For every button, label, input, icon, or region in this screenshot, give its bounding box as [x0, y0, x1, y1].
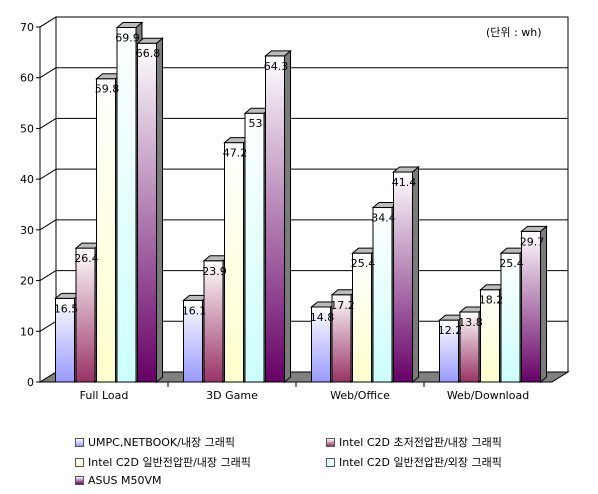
- bar-top: [264, 50, 292, 57]
- x-category-label: Full Load: [80, 389, 129, 402]
- data-label: 16.1: [182, 304, 207, 317]
- bars: [54, 21, 548, 384]
- data-label: 64.3: [264, 60, 289, 73]
- data-label: 41.4: [392, 176, 417, 189]
- bar-front: [137, 42, 157, 383]
- bar-front: [500, 252, 521, 383]
- bar-front: [244, 112, 265, 383]
- bar-side: [540, 225, 547, 384]
- data-label: 69.9: [115, 32, 140, 45]
- data-label: 17.2: [330, 299, 355, 312]
- data-label: 16.5: [54, 302, 79, 315]
- bar-front: [372, 207, 393, 383]
- legend-swatch-3: [75, 457, 84, 467]
- data-label: 53: [249, 117, 263, 130]
- gridline-side: [39, 320, 57, 332]
- y-tick-label: 20: [20, 275, 34, 288]
- bar-side: [156, 37, 163, 384]
- legend-label-1: UMPC,NETBOOK/내장 그래픽: [88, 436, 235, 449]
- bar-front: [393, 171, 413, 383]
- data-label: 14.8: [310, 311, 335, 324]
- data-label: 25.4: [499, 257, 524, 270]
- bar-side: [284, 49, 291, 384]
- data-label: 23.9: [202, 265, 227, 278]
- legend-label-4: Intel C2D 일반전압판/외장 그래픽: [339, 456, 502, 469]
- data-label: 47.2: [223, 147, 248, 160]
- gridline-side: [39, 219, 57, 231]
- data-label: 18.2: [479, 294, 504, 307]
- y-tick-label: 0: [27, 376, 34, 389]
- gridline-side: [39, 16, 57, 28]
- legend-label-5: ASUS M50VM: [88, 474, 162, 487]
- plot-side-wall: [39, 16, 57, 383]
- y-tick-label: 50: [20, 122, 34, 135]
- bar: [520, 225, 548, 384]
- legend-swatch-5: [75, 476, 84, 485]
- data-label: 26.4: [74, 252, 99, 265]
- legend-item-2: Intel C2D 초저전압판/내장 그래픽: [326, 434, 502, 450]
- bar-front: [116, 27, 137, 383]
- legend-item-4: Intel C2D 일반전압판/외장 그래픽: [326, 454, 502, 470]
- bar-front: [224, 142, 244, 383]
- axes: 0 10 20 30 40 50 60 70 Full Load 3D Game Web/Offic…: [20, 21, 552, 402]
- legend-label-3: Intel C2D 일반전압판/내장 그래픽: [88, 456, 251, 469]
- y-tick-label: 40: [20, 173, 34, 186]
- x-category-label: Web/Download: [447, 389, 529, 402]
- legend-swatch-4: [326, 457, 335, 467]
- data-label: 34.4: [371, 212, 396, 225]
- bar-front: [265, 55, 285, 383]
- gridline-side: [39, 67, 57, 79]
- y-tick-label: 70: [20, 21, 34, 34]
- bar-top: [392, 166, 420, 173]
- bar-front: [521, 230, 541, 383]
- x-category-label: Web/Office: [330, 389, 390, 402]
- legend-swatch-2: [326, 437, 335, 447]
- gridline-side: [39, 168, 57, 180]
- data-labels: 16.5 26.4 59.8 69.9 66.8 16.1 23.9 47.2 53 64.3 14…: [54, 32, 545, 338]
- bar-side: [412, 165, 419, 384]
- data-label: 13.8: [458, 316, 483, 329]
- y-tick-label: 60: [20, 72, 34, 85]
- data-label: 29.7: [520, 235, 545, 248]
- data-label: 59.8: [95, 83, 120, 96]
- legend-item-1: UMPC,NETBOOK/내장 그래픽: [75, 434, 235, 450]
- gridline-side: [39, 270, 57, 281]
- bar: [264, 49, 292, 384]
- bar: [392, 165, 420, 384]
- bar-front: [352, 252, 372, 383]
- y-tick-label: 10: [20, 325, 34, 338]
- data-label: 25.4: [351, 257, 376, 270]
- legend-item-5: ASUS M50VM: [75, 474, 162, 487]
- bar-front: [75, 247, 96, 383]
- bar: [136, 37, 164, 384]
- legend-label-2: Intel C2D 초저전압판/내장 그래픽: [339, 436, 502, 449]
- unit-note: (단위 : wh): [486, 26, 542, 39]
- data-label: 12.2: [438, 324, 463, 337]
- bar-front: [203, 260, 224, 383]
- bar-front: [96, 78, 116, 383]
- bar-top: [136, 37, 164, 44]
- gridline-side: [39, 118, 57, 129]
- bar-top: [115, 22, 144, 29]
- legend-swatch-1: [75, 437, 84, 447]
- y-tick-label: 30: [20, 224, 34, 237]
- data-label: 66.8: [136, 47, 161, 60]
- x-category-label: 3D Game: [206, 389, 258, 402]
- bar-top: [520, 225, 548, 232]
- legend-item-3: Intel C2D 일반전압판/내장 그래픽: [75, 454, 251, 470]
